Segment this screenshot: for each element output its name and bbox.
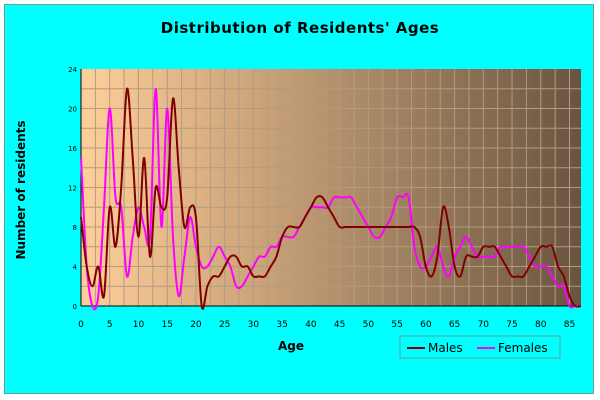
x-tick-label: 60 (420, 320, 432, 330)
x-tick-label: 25 (219, 320, 230, 330)
chart-svg: Distribution of Residents' Ages 0 4 8 12 16 2… (14, 19, 582, 359)
chart-title: Distribution of Residents' Ages (161, 19, 439, 37)
x-tick-label: 45 (334, 320, 345, 330)
x-tick-labels: 0 5 10 15 20 25 30 35 40 45 50 55 60 65 70 75 80 85 (78, 320, 575, 330)
y-tick-label: 8 (73, 224, 77, 232)
y-tick-label: 20 (68, 106, 77, 114)
y-tick-label: 4 (73, 264, 78, 272)
y-tick-label: 16 (68, 145, 77, 153)
y-tick-label: 12 (68, 185, 77, 193)
y-tick-label: 24 (68, 66, 77, 74)
x-axis-title: Age (278, 339, 304, 353)
series-line-females (80, 87, 581, 311)
x-tick-label: 65 (449, 320, 460, 330)
series-layer (80, 87, 582, 311)
x-tick-label: 55 (391, 320, 402, 330)
x-tick-label: 50 (363, 320, 375, 330)
legend: Males Females (399, 335, 561, 359)
legend-label-males: Males (428, 341, 463, 355)
x-tick-label: 35 (276, 320, 287, 330)
y-axis-title: Number of residents (14, 120, 28, 259)
x-tick-label: 10 (133, 320, 145, 330)
x-tick-label: 85 (564, 320, 575, 330)
x-tick-label: 5 (107, 320, 113, 330)
x-tick-label: 30 (248, 320, 260, 330)
x-tick-label: 80 (535, 320, 547, 330)
y-tick-labels: 0 4 8 12 16 20 24 (68, 66, 77, 311)
x-tick-label: 15 (161, 320, 172, 330)
chart-frame: Distribution of Residents' Ages 0 4 8 12 16 2… (4, 4, 594, 394)
x-tick-label: 40 (305, 320, 317, 330)
x-tick-label: 20 (190, 320, 202, 330)
y-tick-label: 0 (73, 303, 77, 311)
series-line-males (80, 87, 582, 310)
grid-layer (80, 69, 581, 307)
x-tick-label: 70 (478, 320, 490, 330)
x-tick-label: 75 (506, 320, 517, 330)
legend-label-females: Females (498, 341, 548, 355)
x-tick-label: 0 (78, 320, 84, 330)
